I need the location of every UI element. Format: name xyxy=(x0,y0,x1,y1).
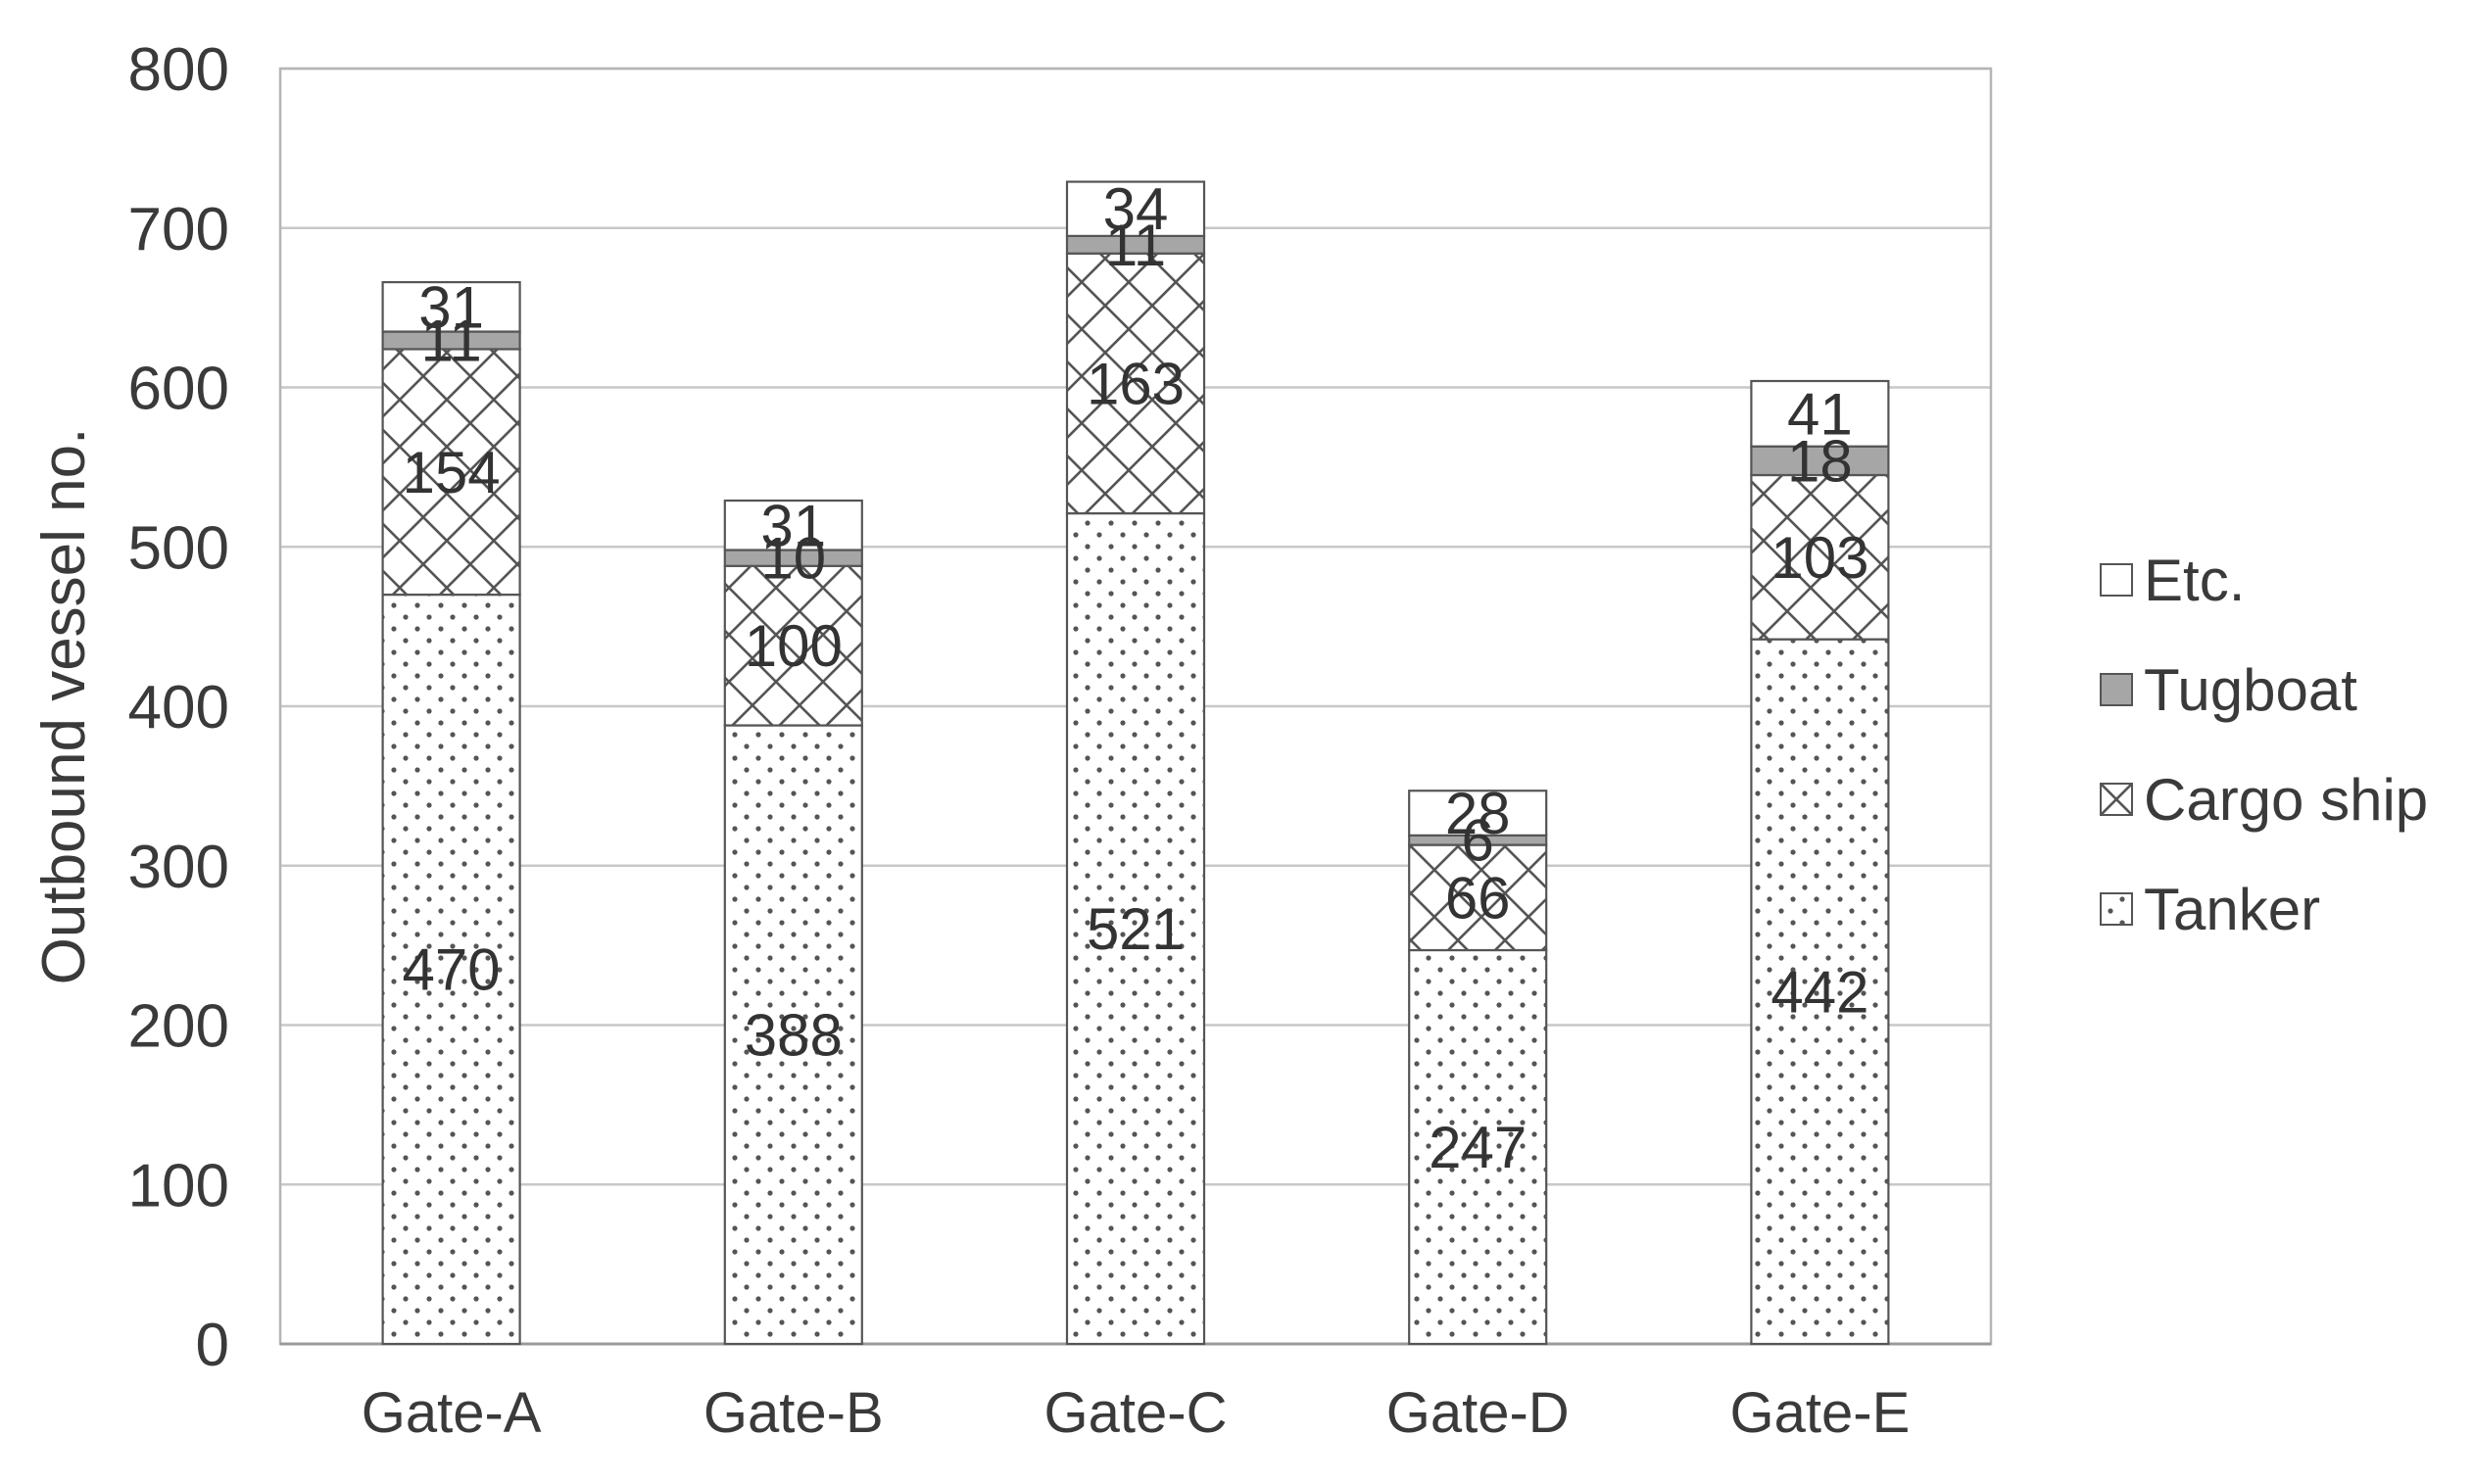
data-label: 103 xyxy=(1770,525,1868,591)
legend-label: Tanker xyxy=(2144,877,2320,942)
x-tick-label: Gate-E xyxy=(1730,1381,1911,1445)
data-labels: 4701541131388100103152116311342476662844… xyxy=(403,176,1869,1180)
data-label: 66 xyxy=(1445,865,1511,931)
x-tick-label: Gate-A xyxy=(362,1381,542,1445)
y-tick-label: 300 xyxy=(128,834,229,901)
data-label: 11 xyxy=(1105,213,1166,278)
y-tick-label: 100 xyxy=(128,1152,229,1220)
bars xyxy=(381,180,1890,1346)
legend-label: Etc. xyxy=(2144,548,2245,613)
bar-segment-cargo-ship xyxy=(723,564,863,727)
data-label: 11 xyxy=(420,308,481,373)
legend-swatch xyxy=(2100,783,2133,816)
data-label: 442 xyxy=(1770,959,1868,1025)
legend-label: Tugboat xyxy=(2144,657,2357,723)
legend-label: Cargo ship xyxy=(2144,767,2428,833)
x-tick-label: Gate-B xyxy=(703,1381,884,1445)
legend: Etc. Tugboat Cargo ship Tanker xyxy=(2100,548,2428,942)
axes: 0 100 200 300 400 500 600 700 800 Outbound vessel… xyxy=(30,36,1993,1445)
data-label: 470 xyxy=(403,937,501,1003)
bar-segment-cargo-ship xyxy=(1408,843,1548,952)
y-tick-label: 200 xyxy=(128,993,229,1061)
legend-swatch xyxy=(2100,563,2133,597)
data-label: 18 xyxy=(1787,428,1853,494)
data-label: 28 xyxy=(1445,781,1511,846)
data-label: 31 xyxy=(418,274,484,340)
y-axis-title: Outbound vessel no. xyxy=(30,428,98,985)
bar-segment-cargo-ship xyxy=(381,348,521,597)
bar-segment-etc xyxy=(1408,790,1548,837)
data-label: 247 xyxy=(1429,1115,1527,1180)
y-tick-label: 500 xyxy=(128,514,229,582)
x-tick-label: Gate-D xyxy=(1386,1381,1570,1445)
bar-segment-cargo-ship xyxy=(1750,473,1890,641)
data-label: 31 xyxy=(760,493,826,558)
data-label: 100 xyxy=(745,613,843,679)
bar-segment-etc xyxy=(1065,180,1206,237)
data-label: 41 xyxy=(1787,381,1853,447)
bar-segment-etc xyxy=(1750,379,1890,448)
bar-segment-etc xyxy=(381,280,521,333)
y-tick-label: 0 xyxy=(196,1312,229,1379)
bar-segment-tanker xyxy=(381,593,521,1346)
x-tick-label: Gate-C xyxy=(1044,1381,1228,1445)
y-tick-label: 800 xyxy=(128,36,229,104)
legend-swatch xyxy=(2100,892,2133,926)
data-label: 34 xyxy=(1103,176,1169,242)
bar-segment-tanker xyxy=(1408,948,1548,1346)
y-tick-label: 400 xyxy=(128,674,229,742)
data-label: 10 xyxy=(760,526,826,592)
data-label: 521 xyxy=(1087,896,1185,962)
bar-segment-tugboat xyxy=(1750,445,1890,477)
bar-segment-tanker xyxy=(723,724,863,1346)
data-label: 154 xyxy=(403,440,501,505)
bar-segment-etc xyxy=(723,499,863,551)
data-label: 163 xyxy=(1087,351,1185,416)
data-label: 6 xyxy=(1462,808,1494,874)
y-tick-label: 700 xyxy=(128,196,229,263)
data-label: 388 xyxy=(745,1002,843,1068)
legend-swatch xyxy=(2100,673,2133,706)
bar-segment-tanker xyxy=(1065,511,1206,1346)
y-tick-label: 600 xyxy=(128,356,229,423)
